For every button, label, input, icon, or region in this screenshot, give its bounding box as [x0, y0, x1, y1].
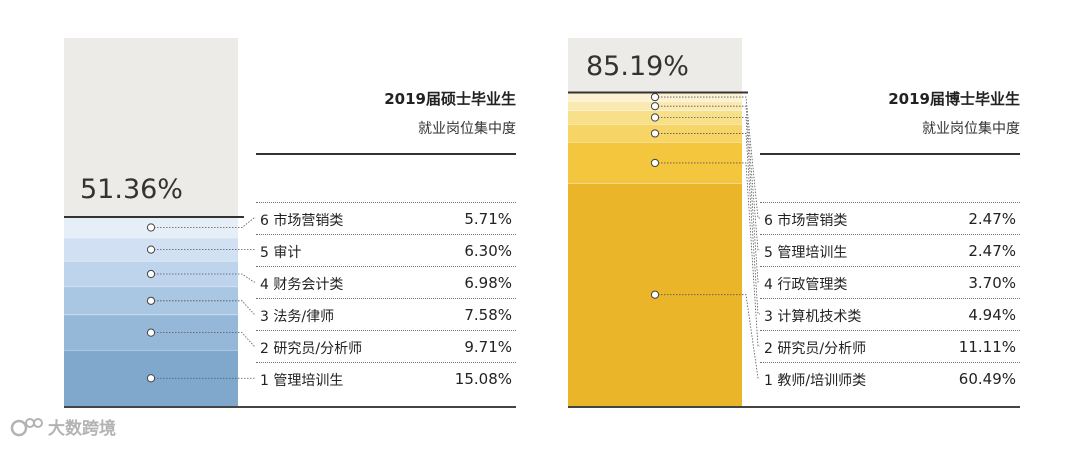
- master-leader-line-2: [151, 332, 256, 347]
- doctor-marker-1: [650, 290, 660, 299]
- master-category-label-2: 2 研究员/分析师: [260, 341, 363, 357]
- master-legend-row-5: 5 审计 6.30%: [256, 234, 516, 266]
- master-marker-2: [146, 328, 156, 337]
- doctor-row-separator: [760, 362, 1020, 363]
- doctor-marker-3: [650, 129, 660, 138]
- watermark-text: 大数跨境: [48, 419, 116, 439]
- master-category-label-3: 3 法务/律师: [260, 309, 335, 325]
- doctor-leader-line-3: [655, 133, 760, 315]
- doctor-category-label-6: 6 市场营销类: [764, 213, 848, 229]
- doctor-value-label-2: 11.11%: [958, 338, 1016, 356]
- doctor-row-separator: [760, 266, 1020, 267]
- master-legend-row-2: 2 研究员/分析师 9.71%: [256, 330, 516, 362]
- master-row-separator: [256, 362, 516, 363]
- doctor-category-label-3: 3 计算机技术类: [764, 309, 862, 325]
- master-row-separator: [256, 266, 516, 267]
- master-marker-4: [146, 269, 156, 279]
- doctor-leader-line-1: [655, 294, 760, 379]
- master-chart-panel: 51.36% 2019届硕士毕业生 就业岗位集中度 1 管理培训生 15.08% 2…: [64, 38, 516, 408]
- doctor-stacked-column-chart: [568, 38, 760, 406]
- doctor-value-label-6: 2.47%: [968, 210, 1016, 228]
- master-chart-title: 2019届硕士毕业生: [384, 90, 516, 108]
- master-marker-3: [146, 296, 156, 305]
- doctor-chart-panel: 85.19% 2019届博士毕业生 就业岗位集中度 1 教师/培训师类 60.49…: [504, 0, 1080, 451]
- master-marker-6: [146, 223, 156, 232]
- master-chart-subtitle: 就业岗位集中度: [418, 121, 516, 137]
- master-category-label-1: 1 管理培训生: [260, 373, 344, 389]
- doctor-marker-2: [650, 158, 660, 168]
- doctor-value-label-3: 4.94%: [968, 306, 1016, 324]
- doctor-category-label-2: 2 研究员/分析师: [764, 341, 867, 357]
- brand-logo-icon: [10, 417, 43, 436]
- master-row-separator: [256, 234, 516, 235]
- doctor-row-separator: [760, 202, 1020, 203]
- master-marker-5: [146, 245, 156, 254]
- master-value-label-1: 15.08%: [454, 370, 512, 388]
- master-baseline: [64, 406, 516, 408]
- master-value-label-3: 7.58%: [464, 306, 512, 324]
- doctor-baseline: [568, 406, 1020, 408]
- doctor-marker-4: [650, 113, 660, 122]
- doctor-row-separator: [760, 330, 1020, 331]
- doctor-value-label-1: 60.49%: [958, 370, 1016, 388]
- master-row-separator: [256, 298, 516, 299]
- master-legend-row-4: 4 财务会计类 6.98%: [256, 266, 516, 298]
- brand-watermark: 大数跨境: [10, 414, 116, 439]
- master-leader-line-3: [151, 300, 256, 315]
- doctor-value-label-4: 3.70%: [968, 274, 1016, 292]
- doctor-category-label-5: 5 管理培训生: [764, 245, 848, 261]
- doctor-leader-line-6: [655, 96, 760, 219]
- doctor-legend-row-1: 1 教师/培训师类 60.49%: [760, 362, 1020, 394]
- doctor-legend-row-3: 3 计算机技术类 4.94%: [760, 298, 1020, 330]
- master-legend-row-3: 3 法务/律师 7.58%: [256, 298, 516, 330]
- master-leader-line-4: [151, 273, 256, 283]
- doctor-chart-title: 2019届博士毕业生: [888, 90, 1020, 108]
- master-value-label-4: 6.98%: [464, 274, 512, 292]
- doctor-legend-row-2: 2 研究员/分析师 11.11%: [760, 330, 1020, 362]
- master-leader-line-6: [151, 217, 256, 228]
- master-category-label-6: 6 市场营销类: [260, 213, 344, 229]
- doctor-leader-line-4: [655, 117, 760, 283]
- doctor-category-label-4: 4 行政管理类: [764, 277, 848, 293]
- master-category-label-4: 4 财务会计类: [260, 277, 344, 293]
- doctor-leader-line-5: [655, 105, 760, 251]
- doctor-row-separator: [760, 298, 1020, 299]
- master-value-label-5: 6.30%: [464, 242, 512, 260]
- doctor-title-rule: [760, 153, 1020, 155]
- master-total-percent: 51.36%: [80, 174, 183, 205]
- doctor-total-percent: 85.19%: [586, 51, 689, 82]
- master-category-label-5: 5 审计: [260, 245, 302, 261]
- master-value-label-2: 9.71%: [464, 338, 512, 356]
- doctor-legend-row-4: 4 行政管理类 3.70%: [760, 266, 1020, 298]
- doctor-category-label-1: 1 教师/培训师类: [764, 373, 867, 389]
- doctor-legend-row-5: 5 管理培训生 2.47%: [760, 234, 1020, 266]
- master-legend-row-6: 6 市场营销类 5.71%: [256, 202, 516, 234]
- doctor-chart-subtitle: 就业岗位集中度: [922, 121, 1020, 137]
- master-stacked-column-chart: [64, 38, 256, 406]
- doctor-row-separator: [760, 234, 1020, 235]
- master-value-label-6: 5.71%: [464, 210, 512, 228]
- doctor-value-label-5: 2.47%: [968, 242, 1016, 260]
- master-row-separator: [256, 330, 516, 331]
- doctor-marker-6: [650, 92, 660, 102]
- doctor-marker-5: [650, 102, 660, 111]
- master-title-rule: [256, 153, 516, 155]
- doctor-leader-line-2: [655, 162, 760, 347]
- master-marker-1: [146, 374, 156, 383]
- master-legend-row-1: 1 管理培训生 15.08%: [256, 362, 516, 394]
- doctor-legend-row-6: 6 市场营销类 2.47%: [760, 202, 1020, 234]
- master-row-separator: [256, 202, 516, 203]
